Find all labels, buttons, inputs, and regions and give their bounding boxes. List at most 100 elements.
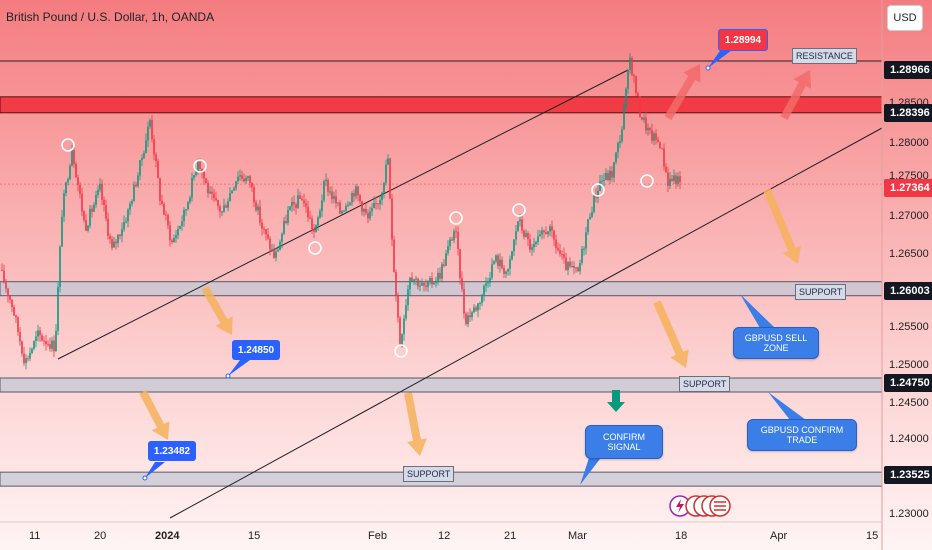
- down-arrow: [201, 286, 233, 335]
- candle-body: [151, 120, 153, 140]
- candle-body: [19, 331, 21, 342]
- candle-body: [97, 189, 99, 195]
- candle-body: [315, 225, 317, 232]
- candle-body: [201, 168, 203, 172]
- candle-body: [321, 200, 323, 211]
- candle-body: [125, 221, 127, 223]
- candle-body: [253, 187, 255, 203]
- candle-body: [21, 341, 23, 354]
- candle-body: [73, 149, 75, 164]
- confirm-signal-callout: CONFIRM SIGNAL: [585, 425, 663, 459]
- candle-body: [489, 277, 491, 283]
- swing-point-marker: [449, 211, 463, 225]
- candle-body: [575, 267, 577, 269]
- resistance-zone: [0, 96, 883, 114]
- candle-body: [505, 271, 507, 274]
- candle-body: [573, 265, 575, 269]
- confirm-trade-callout: GBPUSD CONFIRM TRADE: [747, 419, 857, 451]
- candle-body: [231, 190, 233, 194]
- candle-body: [453, 231, 455, 241]
- support-label: SUPPORT: [795, 284, 847, 300]
- candle-body: [677, 176, 679, 184]
- candle-body: [497, 255, 499, 267]
- currency-button[interactable]: USD: [887, 5, 923, 31]
- time-tick: 15: [866, 530, 879, 542]
- candle-body: [431, 277, 433, 285]
- price-tick: 1.23000: [889, 508, 929, 520]
- candle-body: [553, 230, 555, 240]
- candle-body: [273, 249, 275, 258]
- candle-body: [525, 233, 527, 237]
- candle-body: [3, 270, 5, 283]
- candle-body: [67, 179, 69, 183]
- candle-body: [651, 130, 653, 141]
- candle-body: [191, 177, 193, 198]
- candle-body: [119, 234, 121, 236]
- candle-body: [641, 117, 643, 120]
- price-tag: 1.23525: [884, 466, 932, 484]
- candle-body: [521, 219, 523, 231]
- candle-body: [357, 186, 359, 196]
- event-icons[interactable]: [668, 493, 736, 519]
- candle-body: [197, 162, 199, 172]
- candle-body: [441, 264, 443, 279]
- candle-body: [415, 278, 417, 280]
- candle-body: [223, 205, 225, 212]
- support-zone: [0, 377, 883, 393]
- swing-point-marker: [591, 183, 605, 197]
- candle-body: [17, 317, 19, 332]
- candle-body: [195, 171, 197, 175]
- candle-body: [451, 239, 453, 241]
- candle-body: [583, 248, 585, 250]
- candle-body: [393, 239, 395, 273]
- candle-body: [463, 289, 465, 314]
- candle-body: [257, 206, 259, 211]
- candle-body: [323, 181, 325, 201]
- candle-body: [225, 205, 227, 208]
- candle-body: [603, 179, 605, 181]
- callout-pointer: [768, 392, 806, 420]
- down-arrow: [763, 188, 802, 264]
- candle-body: [41, 335, 43, 341]
- candle-body: [657, 139, 659, 143]
- candle-body: [31, 348, 33, 353]
- candle-body: [189, 197, 191, 203]
- candle-body: [413, 279, 415, 282]
- candle-body: [179, 225, 181, 229]
- candle-body: [645, 117, 647, 131]
- candle-body: [675, 175, 677, 184]
- candle-body: [161, 200, 163, 204]
- candle-body: [87, 225, 89, 231]
- candle-body: [599, 181, 601, 191]
- candle-body: [61, 216, 63, 247]
- anchor-dot: [225, 373, 231, 379]
- candle-body: [207, 183, 209, 194]
- candle-body: [459, 249, 461, 279]
- candle-body: [589, 216, 591, 220]
- candle-body: [145, 140, 147, 154]
- candle-body: [243, 178, 245, 182]
- candle-body: [45, 341, 47, 344]
- candle-body: [1, 269, 3, 271]
- candle-body: [245, 177, 247, 182]
- candle-body: [359, 195, 361, 202]
- price-tick: 1.25500: [889, 321, 929, 333]
- candle-body: [397, 295, 399, 318]
- candle-body: [43, 340, 45, 342]
- candle-body: [395, 272, 397, 296]
- candle-body: [227, 201, 229, 208]
- candle-body: [211, 191, 213, 194]
- candle-body: [389, 158, 391, 199]
- candle-body: [269, 238, 271, 250]
- time-tick: 15: [248, 530, 261, 542]
- candle-body: [633, 75, 635, 77]
- time-tick: Mar: [568, 530, 587, 542]
- candle-body: [539, 234, 541, 237]
- candle-body: [403, 318, 405, 335]
- candle-body: [101, 183, 103, 200]
- candle-body: [305, 203, 307, 207]
- candle-body: [345, 206, 347, 211]
- candle-body: [293, 202, 295, 205]
